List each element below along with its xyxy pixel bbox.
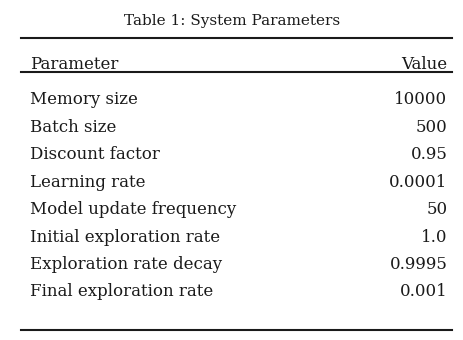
Text: Initial exploration rate: Initial exploration rate (30, 228, 220, 245)
Text: 10000: 10000 (394, 91, 446, 108)
Text: Memory size: Memory size (30, 91, 138, 108)
Text: Discount factor: Discount factor (30, 146, 160, 163)
Text: Model update frequency: Model update frequency (30, 201, 236, 218)
Text: Exploration rate decay: Exploration rate decay (30, 256, 222, 273)
Text: Learning rate: Learning rate (30, 174, 145, 191)
Text: 0.0001: 0.0001 (388, 174, 446, 191)
Text: Value: Value (400, 56, 446, 73)
Text: 0.001: 0.001 (399, 283, 446, 300)
Text: 1.0: 1.0 (420, 228, 446, 245)
Text: 0.9995: 0.9995 (389, 256, 446, 273)
Text: Parameter: Parameter (30, 56, 119, 73)
Text: Batch size: Batch size (30, 119, 116, 136)
Text: Final exploration rate: Final exploration rate (30, 283, 213, 300)
Text: 0.95: 0.95 (410, 146, 446, 163)
Text: 50: 50 (425, 201, 446, 218)
Text: 500: 500 (415, 119, 446, 136)
Text: Table 1: System Parameters: Table 1: System Parameters (124, 15, 339, 29)
